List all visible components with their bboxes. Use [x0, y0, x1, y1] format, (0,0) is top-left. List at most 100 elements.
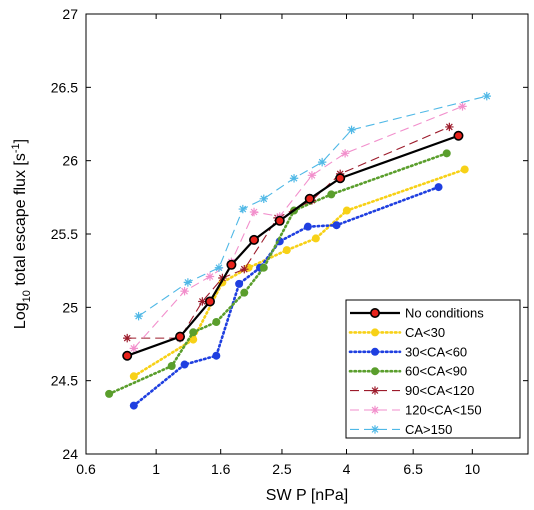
data-point — [134, 311, 143, 321]
data-point — [289, 174, 299, 183]
data-point — [167, 362, 176, 370]
series-ca-150 — [134, 91, 491, 321]
data-point — [453, 130, 464, 141]
legend-label: 60<CA<90 — [405, 364, 467, 379]
data-point — [442, 149, 451, 158]
series-60-ca-90 — [105, 149, 451, 398]
data-point — [175, 331, 186, 342]
data-point — [123, 333, 132, 343]
data-point — [482, 91, 491, 101]
y-tick-label: 26.5 — [51, 79, 78, 95]
data-point — [105, 389, 114, 398]
data-point — [214, 263, 224, 272]
legend-marker — [370, 425, 380, 434]
data-point — [304, 193, 315, 204]
data-point — [307, 171, 317, 180]
data-point — [238, 204, 248, 214]
legend-label: CA>150 — [405, 422, 452, 437]
data-point — [240, 265, 249, 274]
series-no-conditions — [122, 130, 464, 361]
y-axis-label: Log10 total escape flux [s-1] — [10, 139, 33, 329]
data-point — [259, 263, 268, 272]
data-point — [460, 165, 469, 174]
data-point — [204, 296, 215, 307]
data-point — [282, 246, 291, 255]
y-axis-label-end: ] — [12, 139, 29, 143]
legend-entry-90-ca-120: 90<CA<120 — [350, 383, 474, 398]
legend-entry-120-ca-150: 120<CA<150 — [350, 403, 482, 418]
data-point — [129, 372, 138, 381]
data-point — [226, 259, 237, 270]
data-point — [122, 350, 133, 361]
y-axis-label-main: Log — [12, 302, 29, 329]
legend-entry-ca-150: CA>150 — [350, 422, 452, 437]
data-point — [189, 328, 198, 337]
data-point — [212, 351, 221, 360]
y-tick-label: 25 — [62, 299, 78, 315]
x-axis-label: SW P [nPa] — [266, 487, 348, 504]
data-point — [335, 173, 346, 184]
data-point — [311, 234, 320, 243]
data-point — [198, 297, 207, 306]
legend-label: No conditions — [405, 306, 484, 321]
data-point — [317, 157, 327, 167]
x-tick-label: 2.5 — [272, 461, 292, 477]
legend-entry-60-ca-90: 60<CA<90 — [348, 364, 467, 379]
data-point — [327, 190, 336, 199]
y-tick-label: 27 — [62, 6, 78, 22]
data-point — [332, 221, 341, 230]
data-point — [274, 215, 285, 226]
data-point — [340, 149, 350, 158]
data-point — [347, 125, 356, 135]
legend-label: 90<CA<120 — [405, 383, 474, 398]
data-point — [180, 287, 189, 296]
legend-marker — [370, 386, 380, 395]
legend-entry-ca-30: CA<30 — [348, 325, 445, 340]
data-point — [129, 344, 139, 353]
data-point — [434, 183, 443, 192]
data-point — [218, 273, 227, 283]
data-point — [129, 401, 138, 410]
y-tick-label: 25.5 — [51, 226, 78, 242]
data-point — [212, 318, 221, 326]
data-point — [205, 272, 215, 281]
x-tick-label: 1 — [152, 461, 160, 477]
x-tick-label: 4 — [343, 461, 351, 477]
data-point — [183, 278, 193, 287]
series-layer — [105, 91, 491, 410]
legend-label: CA<30 — [405, 325, 445, 340]
legend-marker — [370, 405, 380, 415]
y-tick-label: 26 — [62, 153, 78, 169]
data-point — [249, 234, 260, 245]
data-point — [240, 288, 249, 297]
legend-entry-30-ca-60: 30<CA<60 — [348, 344, 467, 359]
data-point — [249, 207, 259, 217]
data-point — [235, 279, 244, 288]
series-line — [138, 95, 487, 317]
legend: No conditions CA<30 30<CA<60 60<CA<90 90<CA<… — [345, 299, 521, 439]
y-tick-label: 24 — [62, 446, 78, 462]
series-120-ca-150 — [129, 102, 467, 353]
x-tick-label: 10 — [465, 461, 481, 477]
legend-marker — [371, 367, 379, 376]
data-point — [180, 360, 189, 369]
y-axis-label-superscript: -1 — [10, 143, 22, 153]
x-tick-label: 6.5 — [403, 461, 423, 477]
legend-marker — [371, 328, 379, 337]
y-axis-label-rest: total escape flux [s — [12, 153, 29, 290]
data-point — [259, 194, 268, 203]
data-point — [303, 222, 312, 231]
legend-entries: No conditions CA<30 30<CA<60 60<CA<90 90<CA<… — [348, 306, 484, 437]
legend-marker — [369, 307, 380, 318]
legend-entry-no-conditions: No conditions — [350, 306, 484, 321]
x-tick-label: 1.6 — [211, 461, 231, 477]
legend-marker — [371, 347, 379, 356]
x-tick-label: 0.6 — [76, 461, 96, 477]
ticks-layer: 0.6 1 1.6 2.5 4 6.5 10 24 24.5 25 25.5 26 26.5 27 — [51, 6, 528, 477]
legend-label: 120<CA<150 — [405, 403, 482, 418]
data-point — [342, 206, 351, 215]
data-point — [458, 102, 467, 111]
legend-label: 30<CA<60 — [405, 344, 467, 359]
y-axis-label-subscript: 10 — [21, 290, 33, 302]
